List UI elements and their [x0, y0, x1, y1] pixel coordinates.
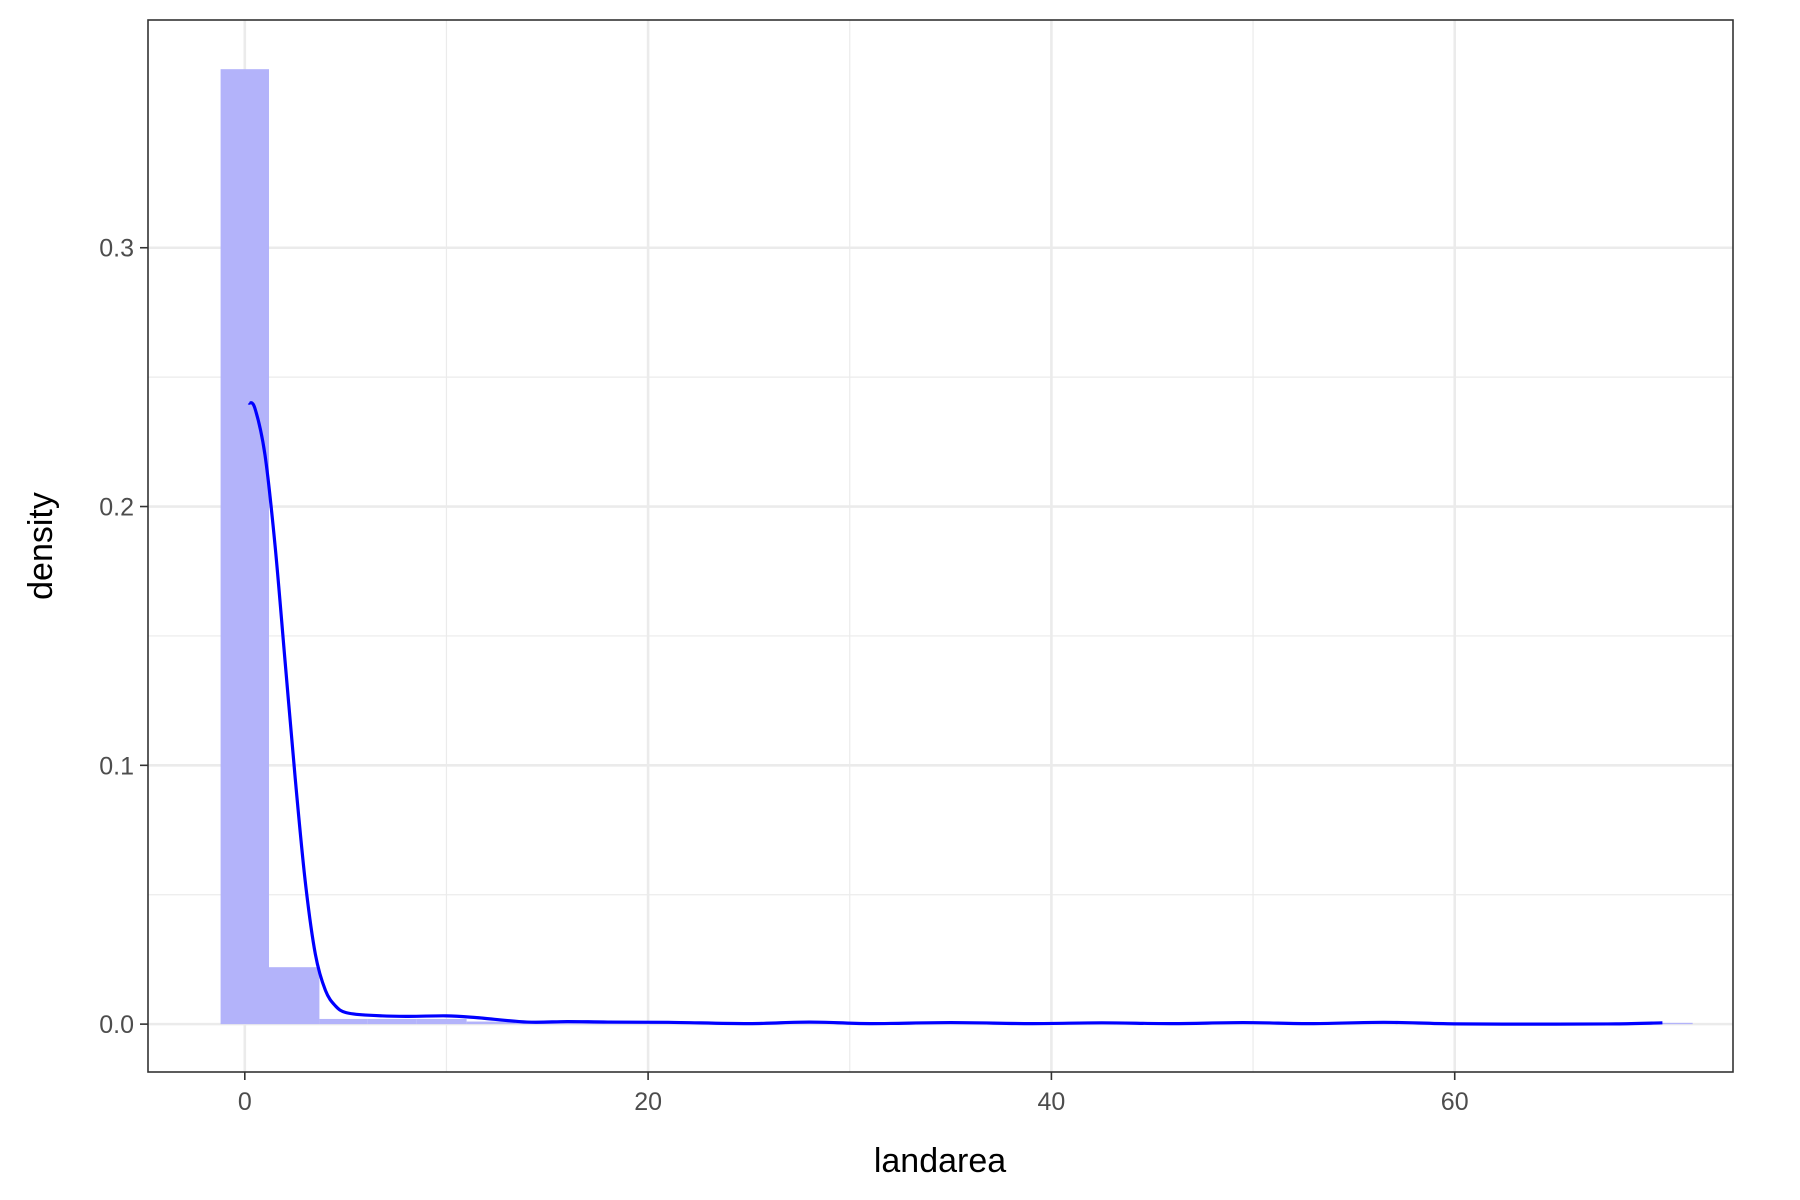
histogram-bar — [319, 1018, 368, 1025]
y-tick-label: 0.0 — [99, 1011, 134, 1039]
major-grid — [148, 20, 1733, 1072]
panel-border — [147, 19, 1734, 1073]
histogram-bar — [367, 1018, 417, 1025]
x-tick-label: 0 — [238, 1088, 252, 1116]
y-tick-label: 0.1 — [99, 752, 134, 780]
y-axis-ticks: 0.0 0.1 0.2 0.3 — [99, 235, 148, 1039]
histogram-bar — [416, 1018, 467, 1025]
x-tick-label: 60 — [1441, 1088, 1469, 1116]
x-axis-ticks: 0 20 40 60 — [238, 1072, 1469, 1116]
x-tick-label: 40 — [1038, 1088, 1066, 1116]
density-curve — [247, 401, 1663, 1026]
y-axis-title: density — [22, 492, 60, 600]
panel-background — [148, 20, 1733, 1072]
minor-grid — [148, 20, 1733, 1072]
x-tick-label: 20 — [634, 1088, 662, 1116]
x-axis-title: landarea — [874, 1142, 1006, 1180]
histogram-bar — [268, 967, 320, 1025]
y-tick-label: 0.3 — [99, 235, 134, 263]
y-tick-label: 0.2 — [99, 494, 134, 522]
histogram-bar — [466, 1021, 516, 1025]
histogram-bar — [220, 69, 269, 1025]
